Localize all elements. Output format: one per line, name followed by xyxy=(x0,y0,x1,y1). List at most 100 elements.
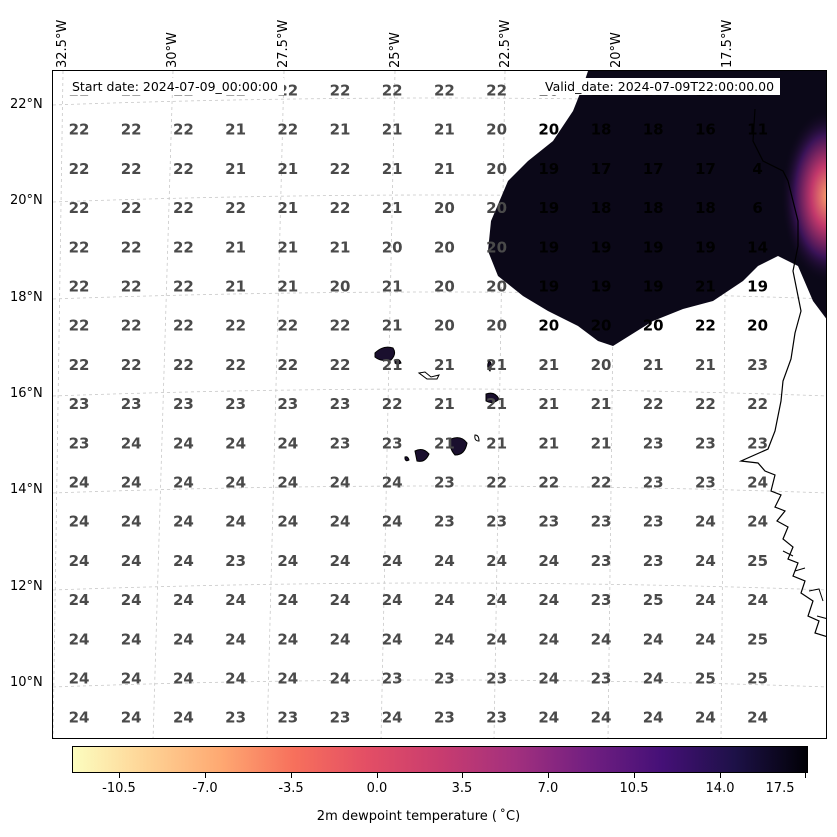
grid-value: 24 xyxy=(225,630,246,648)
grid-value: 23 xyxy=(591,591,612,609)
grid-value: 22 xyxy=(695,317,716,335)
grid-value: 14 xyxy=(747,238,768,256)
grid-value: 21 xyxy=(434,121,455,139)
grid-value: 21 xyxy=(277,160,298,178)
grid-value: 24 xyxy=(277,670,298,688)
grid-value: 22 xyxy=(173,121,194,139)
lon-label-22-5w: 22.5°W xyxy=(498,19,513,68)
grid-value: 22 xyxy=(121,121,142,139)
gridline-lat-22n xyxy=(53,97,826,106)
grid-value: 23 xyxy=(643,434,664,452)
grid-value: 21 xyxy=(643,356,664,374)
grid-value: 21 xyxy=(538,434,559,452)
grid-value: 24 xyxy=(173,474,194,492)
grid-value: 24 xyxy=(277,552,298,570)
grid-value: 23 xyxy=(591,670,612,688)
grid-value: 20 xyxy=(434,317,455,335)
grid-value: 24 xyxy=(69,591,90,609)
colorbar-tick-label: 14.0 xyxy=(705,781,735,796)
grid-value: 21 xyxy=(277,278,298,296)
grid-value: 23 xyxy=(643,474,664,492)
grid-value: 24 xyxy=(330,591,351,609)
grid-value: 22 xyxy=(225,199,246,217)
grid-value: 6 xyxy=(752,199,762,217)
grid-value: 20 xyxy=(591,317,612,335)
grid-value: 23 xyxy=(538,513,559,531)
grid-value: 22 xyxy=(121,238,142,256)
grid-value: 21 xyxy=(591,434,612,452)
grid-value: 24 xyxy=(695,552,716,570)
grid-value: 21 xyxy=(225,121,246,139)
island-sal xyxy=(487,360,492,372)
grid-value: 24 xyxy=(747,513,768,531)
grid-value: 22 xyxy=(173,238,194,256)
colorbar-tick-label: 17.5 xyxy=(765,781,795,796)
dewpoint-coast-gradient xyxy=(693,71,826,319)
grid-value: 24 xyxy=(121,474,142,492)
grid-value: 24 xyxy=(173,434,194,452)
grid-value: 22 xyxy=(591,474,612,492)
grid-value: 19 xyxy=(538,278,559,296)
grid-value: 23 xyxy=(591,552,612,570)
gridline-lat-20n xyxy=(53,194,826,203)
grid-value: 17 xyxy=(643,160,664,178)
grid-value: 24 xyxy=(382,513,403,531)
lat-label-16n: 16°N xyxy=(10,386,43,401)
island-maio xyxy=(474,434,480,442)
grid-value: 24 xyxy=(538,670,559,688)
grid-value: 21 xyxy=(225,160,246,178)
grid-value: 24 xyxy=(643,670,664,688)
grid-value: 22 xyxy=(69,238,90,256)
grid-value: 24 xyxy=(330,670,351,688)
grid-value: 22 xyxy=(434,82,455,100)
grid-value: 22 xyxy=(330,160,351,178)
grid-value: 24 xyxy=(173,670,194,688)
gridline-lat-14n xyxy=(53,485,826,494)
grid-value: 24 xyxy=(486,552,507,570)
lon-label-17-5w: 17.5°W xyxy=(720,19,735,68)
grid-value: 24 xyxy=(69,670,90,688)
grid-value: 24 xyxy=(382,709,403,727)
grid-value: 24 xyxy=(538,709,559,727)
lon-label-27-5w: 27.5°W xyxy=(276,19,291,68)
grid-value: 24 xyxy=(643,709,664,727)
value-grid: 2222222222222222222018181613222222212221… xyxy=(69,82,768,727)
lat-label-12n: 12°N xyxy=(10,579,43,594)
island-boa-vista xyxy=(485,392,500,404)
grid-value: 22 xyxy=(382,82,403,100)
grid-value: 22 xyxy=(277,317,298,335)
grid-value: 21 xyxy=(382,356,403,374)
grid-value: 24 xyxy=(121,630,142,648)
grid-value: 24 xyxy=(277,591,298,609)
grid-value: 24 xyxy=(330,552,351,570)
grid-value: 23 xyxy=(643,513,664,531)
grid-value: 24 xyxy=(173,591,194,609)
africa-coastline xyxy=(738,108,826,638)
grid-value: 23 xyxy=(434,709,455,727)
grid-value: 25 xyxy=(695,670,716,688)
grid-value: 21 xyxy=(434,356,455,374)
grid-value: 24 xyxy=(173,513,194,531)
grid-value: 22 xyxy=(277,121,298,139)
grid-value: 18 xyxy=(643,199,664,217)
grid-value: 24 xyxy=(69,474,90,492)
grid-value: 20 xyxy=(486,238,507,256)
grid-value: 23 xyxy=(486,513,507,531)
grid-value: 24 xyxy=(486,630,507,648)
grid-value: 24 xyxy=(173,552,194,570)
grid-value: 24 xyxy=(225,513,246,531)
grid-value: 24 xyxy=(69,709,90,727)
grid-value: 22 xyxy=(69,356,90,374)
grid-value: 24 xyxy=(591,630,612,648)
grid-value: 23 xyxy=(747,434,768,452)
grid-value: 24 xyxy=(695,709,716,727)
grid-value: 22 xyxy=(173,278,194,296)
grid-value: 23 xyxy=(486,709,507,727)
grid-value: 23 xyxy=(434,513,455,531)
grid-value: 23 xyxy=(434,474,455,492)
grid-value: 24 xyxy=(225,434,246,452)
grid-value: 20 xyxy=(538,317,559,335)
grid-value: 22 xyxy=(121,160,142,178)
grid-value: 23 xyxy=(695,434,716,452)
island-fogo xyxy=(414,449,430,462)
